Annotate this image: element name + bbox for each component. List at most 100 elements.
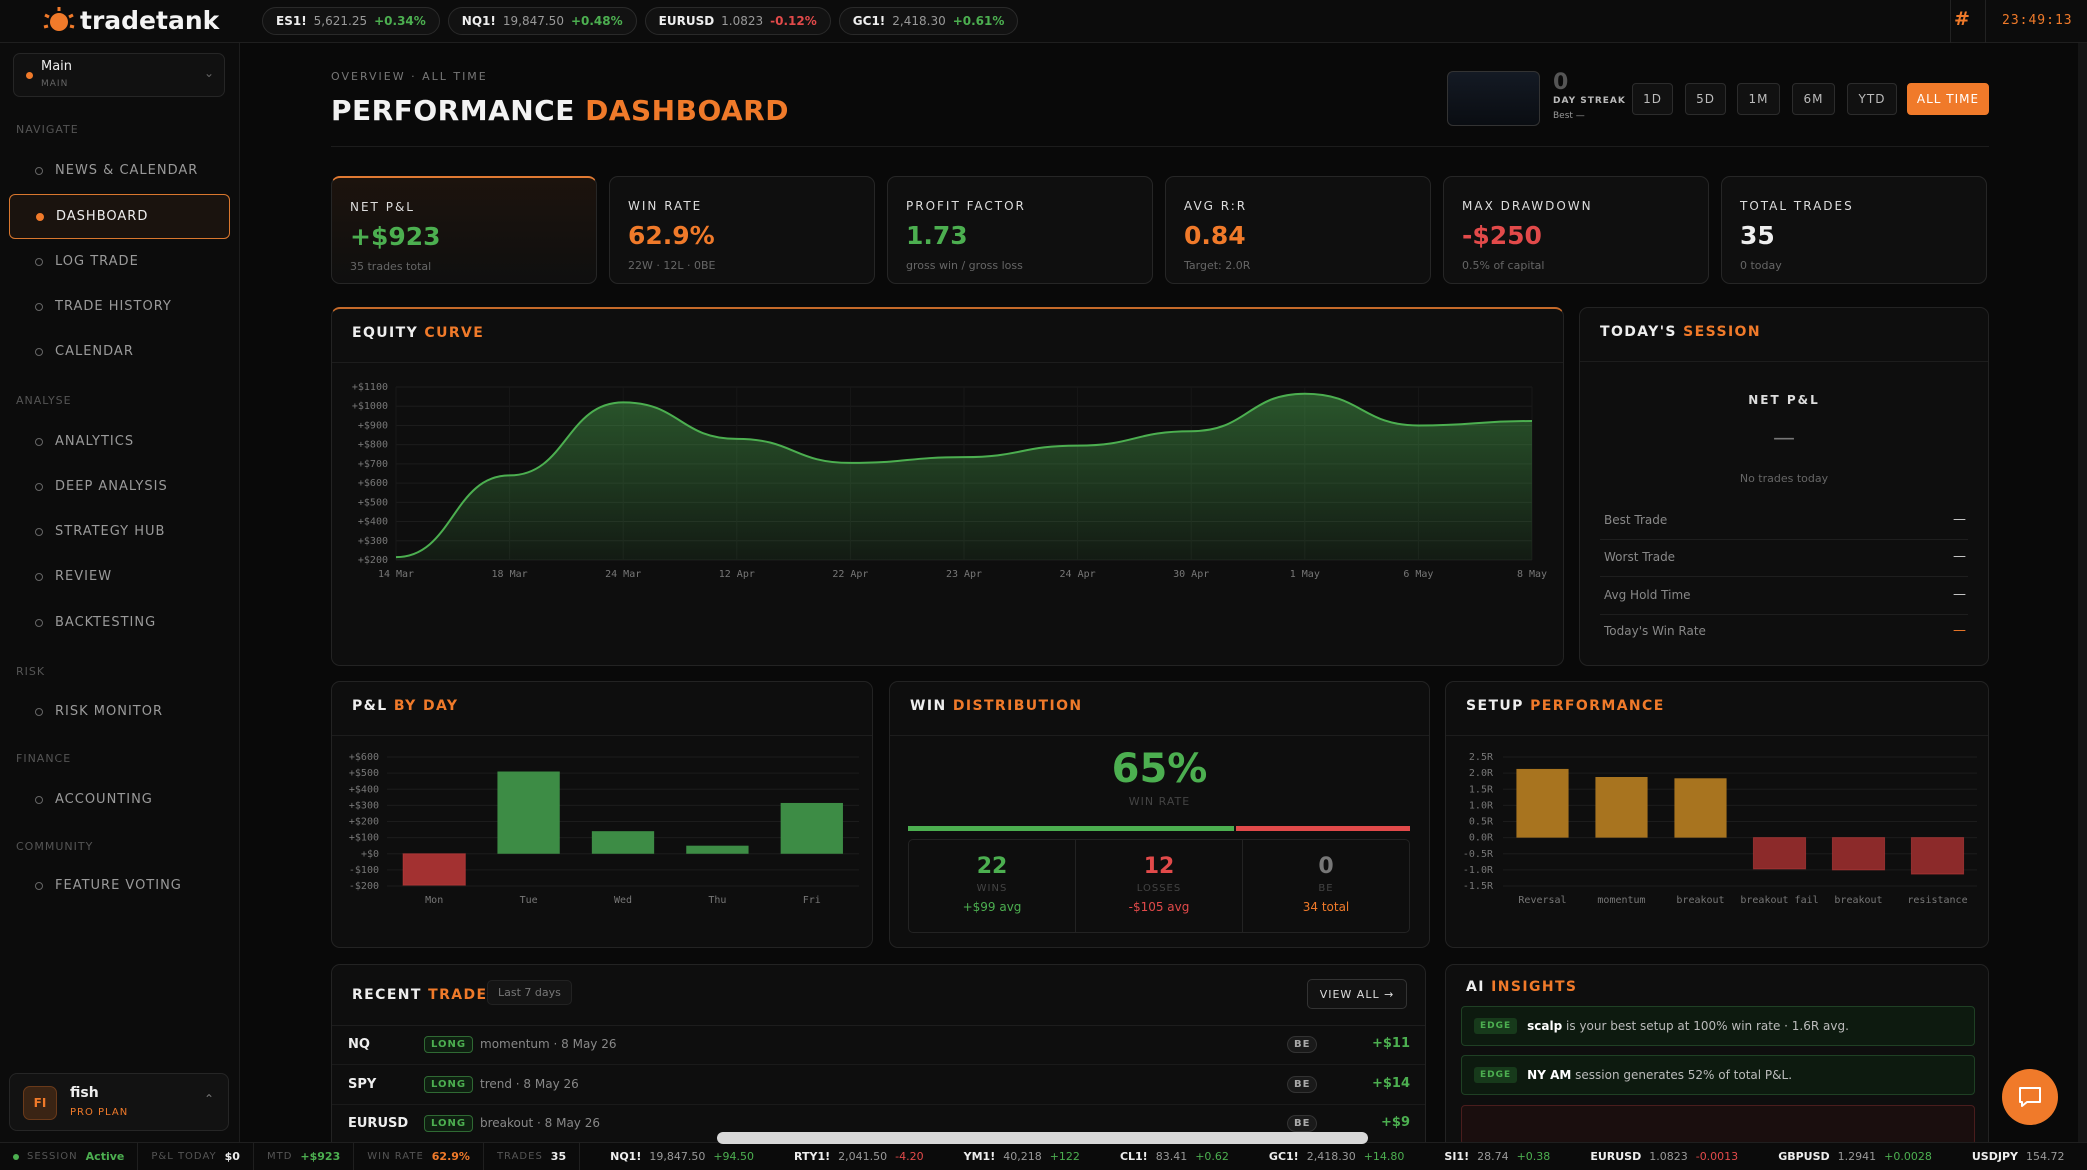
title-accent: BY DAY (393, 698, 459, 714)
nav-item[interactable]: BACKTESTING (9, 600, 230, 645)
nav-item[interactable]: STRATEGY HUB (9, 509, 230, 554)
logo-icon (43, 7, 75, 31)
chevron: ⌃ (204, 1092, 215, 1106)
nav-item[interactable]: NEWS & CALENDAR (9, 148, 230, 193)
ticker-change: +0.34% (374, 14, 426, 28)
bar (1674, 778, 1727, 838)
trade-symbol: NQ (348, 1037, 370, 1052)
ticker-price: 1.0823 (1649, 1150, 1688, 1163)
range-button[interactable]: 5D (1685, 83, 1726, 115)
ticker-symbol: NQ1! (461, 14, 496, 28)
nav-label: RISK MONITOR (55, 704, 163, 719)
ticker-symbol: GC1! (852, 14, 886, 28)
trade-row[interactable] (332, 1066, 1425, 1105)
top-bar: tradetank ES1! 5,621.25 +0.34% NQ1! 19,847.5… (0, 0, 2087, 43)
trade-pnl: +$14 (1371, 1076, 1410, 1091)
streak-label: DAY STREAK (1553, 96, 1626, 106)
menu-icon[interactable]: # (1954, 8, 1970, 30)
ticker-price: 2,418.30 (1306, 1150, 1356, 1163)
insight-strong: scalp (1527, 1019, 1563, 1033)
panel-title: P&L BY DAY (352, 698, 458, 714)
stat-label: WINS (976, 883, 1008, 894)
side-badge: LONG (424, 1076, 474, 1093)
result-badge: BE (1287, 1036, 1318, 1053)
x-tick-label: 18 Mar (492, 569, 528, 580)
nav-item[interactable]: TRADE HISTORY (9, 284, 230, 329)
nav-item[interactable]: REVIEW (9, 554, 230, 599)
bar (402, 853, 466, 886)
panel-title: WIN DISTRIBUTION (910, 698, 1083, 714)
nav-icon (35, 527, 43, 536)
nav-heading: ANALYSE (16, 394, 72, 407)
title-accent: PERFORMANCE (1530, 698, 1665, 714)
x-tick-label: Thu (708, 895, 726, 906)
kpi-row: NET P&L +$923 35 trades total WIN RATE 62.9%… (331, 176, 1987, 284)
y-tick-label: 1.0R (1469, 800, 1494, 811)
bar (1910, 837, 1965, 875)
chart: -1.5R -1.0R -0.5R 0.0R 0.5R 1.0R 1.5R 2.0R 2.5R R… (1463, 752, 1977, 906)
header-divider (331, 146, 1989, 147)
view-all-button[interactable]: VIEW ALL → (1307, 979, 1407, 1009)
chat-button[interactable] (2002, 1069, 2058, 1125)
note: No trades today (1739, 472, 1829, 485)
nav-icon (35, 618, 43, 627)
nav-item[interactable]: FEATURE VOTING (9, 863, 230, 908)
row-value: — (1953, 623, 1966, 638)
ticker-price: 28.74 (1477, 1150, 1509, 1163)
nav-item[interactable]: LOG TRADE (9, 239, 230, 284)
nav-icon (35, 437, 43, 446)
range-button[interactable]: ALL TIME (1907, 83, 1989, 115)
x-tick-label: 24 Apr (1060, 569, 1096, 580)
ticker-symbol: USDJPY (1971, 1150, 2018, 1163)
x-tick-label: 22 Apr (832, 569, 868, 580)
ticker-price: 154.72 (2025, 1150, 2065, 1163)
account-switcher[interactable]: Main MAIN ⌄ (13, 53, 225, 97)
divider (1950, 0, 1951, 43)
nav-label: REVIEW (55, 569, 113, 584)
ticker-change: +0.48% (570, 14, 623, 28)
kpi-value: -$250 (1462, 221, 1542, 250)
scrollbar-thumb[interactable] (717, 1132, 1368, 1144)
status-value: +$923 (300, 1150, 341, 1163)
net-value: — (1773, 426, 1795, 451)
status-ticker: RTY1! 2,041.50 -4.20 (794, 1150, 924, 1163)
nav-item[interactable]: RISK MONITOR (9, 689, 230, 734)
nav-label: CALENDAR (55, 344, 134, 359)
y-tick-label: 2.5R (1469, 752, 1494, 763)
nav-heading: FINANCE (16, 752, 72, 765)
ticker-price: 19,847.50 (649, 1150, 706, 1163)
trade-row[interactable] (332, 1026, 1425, 1065)
title: WIN (910, 698, 947, 714)
row-label: Avg Hold Time (1604, 588, 1691, 602)
range-button[interactable]: YTD (1847, 83, 1897, 115)
range-button[interactable]: 1D (1632, 83, 1673, 115)
ticker-price: 2,041.50 (838, 1150, 888, 1163)
x-tick-label: 12 Apr (719, 569, 755, 580)
panel-divider (1446, 735, 1988, 736)
panel-divider (332, 362, 1563, 363)
brand: tradetank (80, 6, 220, 35)
ticker-symbol: EURUSD (658, 14, 715, 28)
row-divider (1600, 614, 1968, 615)
y-tick-label: +$600 (349, 752, 379, 763)
nav-item[interactable]: CALENDAR (9, 329, 230, 374)
status-label: TRADES (496, 1151, 543, 1162)
nav-item[interactable]: ACCOUNTING (9, 777, 230, 822)
ticker: GC1! 2,418.30 +0.61% (838, 7, 1019, 35)
nav-item[interactable]: DASHBOARD (9, 194, 230, 239)
status-tickers: NQ1! 19,847.50 +94.50 RTY1! 2,041.50 -4.20 YM1… (610, 1150, 2064, 1163)
range-button[interactable]: 6M (1792, 83, 1835, 115)
x-tick-label: 6 May (1403, 569, 1433, 580)
kpi-value: +$923 (350, 222, 441, 251)
trade-detail: trend · 8 May 26 (480, 1077, 579, 1091)
status-value: $0 (224, 1150, 240, 1163)
panel-title: TODAY'S SESSION (1600, 324, 1761, 340)
ticker-price: 2,418.30 (892, 14, 946, 28)
trade-detail: momentum · 8 May 26 (480, 1037, 617, 1051)
nav-item[interactable]: DEEP ANALYSIS (9, 464, 230, 509)
user-card[interactable]: FI fish PRO PLAN ⌃ (9, 1073, 229, 1131)
nav-item[interactable]: ANALYTICS (9, 419, 230, 464)
kpi-sub: 22W · 12L · 0BE (628, 259, 716, 272)
range-button[interactable]: 1M (1737, 83, 1780, 115)
nav-icon (35, 257, 43, 266)
